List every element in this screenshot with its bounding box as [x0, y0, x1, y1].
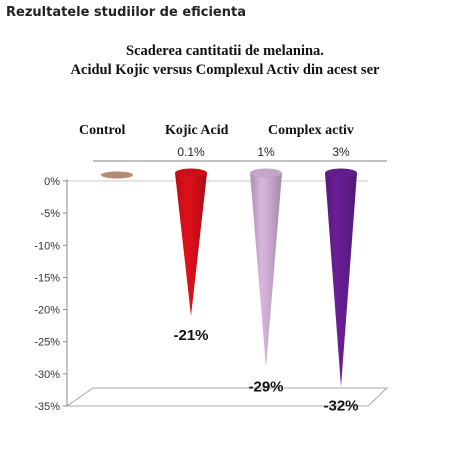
y-tick-label: -25% — [34, 337, 60, 349]
bar-data-label: -32% — [323, 398, 358, 415]
y-tick-label: -5% — [40, 208, 60, 220]
bar-cone — [325, 173, 357, 387]
y-tick-label: 0% — [44, 176, 60, 188]
bar-data-label: -21% — [173, 327, 208, 344]
bar-cone — [175, 173, 207, 316]
y-tick-label: -10% — [34, 240, 60, 252]
page-header: Rezultatele studiilor de eficienta — [6, 5, 246, 20]
bar-cone — [250, 173, 282, 368]
concentration-label: 0.1% — [177, 145, 205, 159]
y-tick-label: -35% — [34, 401, 60, 413]
bar-data-label: -29% — [248, 378, 283, 395]
category-header-complex-activ: Complex activ — [268, 123, 354, 138]
concentration-label: 3% — [332, 145, 350, 159]
category-header-kojic-acid: Kojic Acid — [165, 123, 229, 138]
bar-cone-top — [325, 168, 357, 178]
chart-title-line-2: Acidul Kojic versus Complexul Activ din … — [70, 62, 380, 78]
floor-plane — [65, 387, 389, 407]
bar-control — [101, 171, 133, 179]
category-header-control: Control — [79, 123, 126, 138]
y-tick-label: -30% — [34, 369, 60, 381]
bar-cone-top — [250, 168, 282, 178]
concentration-label: 1% — [257, 145, 275, 159]
y-tick-label: -20% — [34, 305, 60, 317]
bar-cone-top — [175, 168, 207, 178]
chart-title-line-1: Scaderea cantitatii de melanina. — [126, 43, 324, 59]
y-tick-label: -15% — [34, 272, 60, 284]
